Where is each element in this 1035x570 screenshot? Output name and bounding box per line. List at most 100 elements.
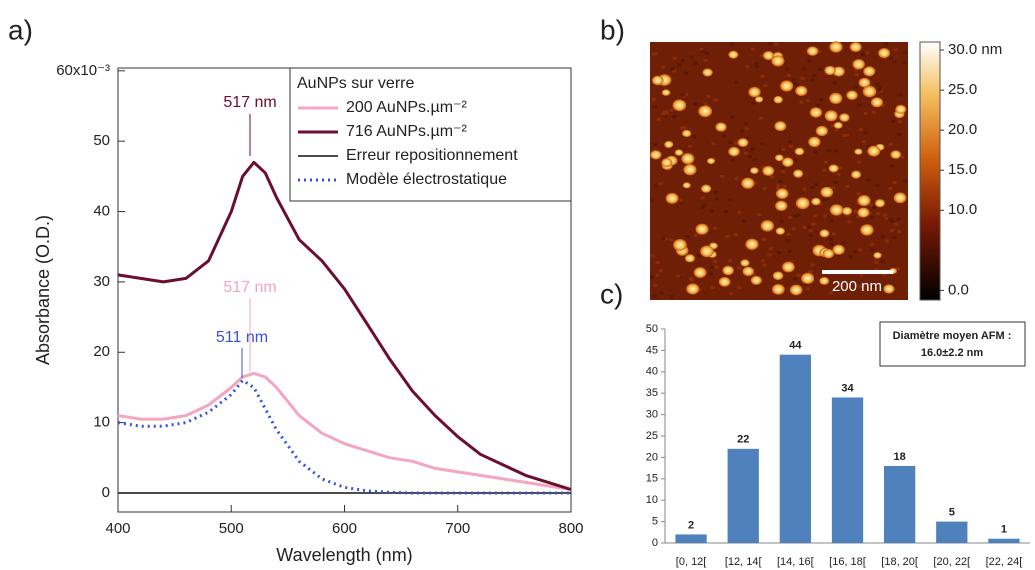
afm-noise bbox=[687, 144, 692, 148]
afm-noise bbox=[714, 197, 719, 201]
afm-noise bbox=[676, 274, 681, 278]
afm-noise bbox=[899, 93, 904, 97]
nanoparticle bbox=[867, 145, 881, 157]
x-tick-label: 700 bbox=[445, 520, 470, 537]
afm-noise bbox=[757, 213, 762, 217]
afm-noise bbox=[802, 187, 807, 191]
y-tick-label: 35 bbox=[646, 387, 658, 399]
value-label: 34 bbox=[841, 382, 854, 394]
afm-noise bbox=[831, 186, 836, 190]
bar bbox=[831, 397, 864, 543]
afm-noise bbox=[671, 69, 676, 73]
afm-noise bbox=[729, 292, 734, 296]
afm-noise bbox=[870, 242, 875, 246]
nanoparticle bbox=[820, 186, 834, 198]
afm-noise bbox=[653, 142, 658, 146]
nanoparticle bbox=[745, 238, 759, 250]
afm-noise bbox=[848, 255, 853, 259]
afm-noise bbox=[866, 145, 871, 149]
afm-noise bbox=[786, 232, 791, 236]
x-tick-label: [12, 14[ bbox=[725, 556, 762, 568]
afm-noise bbox=[878, 85, 883, 89]
afm-noise bbox=[871, 110, 876, 114]
afm-noise bbox=[853, 250, 858, 254]
x-tick-label: [14, 16[ bbox=[777, 556, 814, 568]
afm-noise bbox=[791, 227, 796, 231]
afm-noise bbox=[730, 158, 735, 162]
afm-noise bbox=[760, 142, 765, 146]
afm-noise bbox=[709, 209, 714, 213]
bar bbox=[779, 354, 811, 543]
scale-bar-label: 200 nm bbox=[832, 278, 882, 295]
nanoparticle bbox=[822, 248, 835, 259]
nanoparticle bbox=[661, 89, 671, 96]
afm-noise bbox=[895, 267, 900, 271]
afm-noise bbox=[728, 141, 733, 145]
afm-noise bbox=[796, 213, 801, 217]
afm-noise bbox=[685, 235, 690, 239]
afm-noise bbox=[874, 260, 879, 264]
afm-noise bbox=[786, 73, 791, 77]
x-tick-label: 500 bbox=[219, 520, 244, 537]
afm-noise bbox=[833, 180, 838, 184]
afm-noise bbox=[652, 283, 657, 287]
afm-noise bbox=[816, 49, 821, 53]
afm-noise bbox=[892, 236, 897, 240]
nanoparticle bbox=[774, 121, 787, 132]
y-axis-title: Absorbance (O.D.) bbox=[33, 215, 53, 365]
afm-noise bbox=[733, 233, 738, 237]
nanoparticle bbox=[795, 197, 810, 210]
afm-noise bbox=[888, 187, 893, 191]
afm-noise bbox=[867, 211, 872, 215]
nanoparticle bbox=[722, 265, 734, 276]
afm-noise bbox=[902, 61, 907, 65]
y-tick-label: 50 bbox=[646, 323, 658, 335]
afm-noise bbox=[829, 242, 834, 246]
nanoparticle bbox=[749, 167, 759, 174]
y-tick-label: 25 bbox=[646, 430, 658, 442]
afm-noise bbox=[650, 198, 655, 202]
afm-noise bbox=[821, 198, 826, 202]
afm-noise bbox=[767, 253, 772, 257]
y-tick-label: 30 bbox=[646, 409, 658, 421]
colorbar-tick-label: 30.0 nm bbox=[948, 41, 1002, 58]
afm-noise bbox=[813, 150, 818, 154]
nanoparticle bbox=[772, 271, 784, 281]
afm-noise bbox=[745, 136, 750, 140]
afm-noise bbox=[713, 226, 718, 230]
afm-noise bbox=[763, 84, 768, 88]
value-label: 22 bbox=[737, 434, 749, 446]
nanoparticle bbox=[771, 55, 785, 67]
x-tick-label: [22, 24[ bbox=[986, 556, 1023, 568]
nanoparticle bbox=[794, 147, 805, 156]
nanoparticle bbox=[665, 192, 679, 204]
y-tick-label: 5 bbox=[652, 516, 658, 528]
afm-noise bbox=[897, 132, 902, 136]
afm-noise bbox=[890, 229, 895, 233]
afm-noise bbox=[703, 58, 708, 62]
afm-noise bbox=[720, 174, 725, 178]
colorbar-tick-label: 0.0 bbox=[948, 281, 969, 298]
annotation-box bbox=[879, 321, 1026, 367]
afm-noise bbox=[891, 119, 896, 123]
afm-noise bbox=[737, 285, 742, 289]
nanoparticle bbox=[809, 107, 823, 118]
nanoparticle bbox=[771, 283, 785, 295]
afm-noise bbox=[684, 71, 689, 75]
afm-noise bbox=[818, 202, 823, 206]
afm-noise bbox=[768, 42, 773, 46]
afm-noise bbox=[893, 48, 898, 52]
series-line bbox=[117, 371, 572, 491]
nanoparticle bbox=[829, 204, 844, 216]
nanoparticle bbox=[801, 272, 815, 285]
afm-noise bbox=[672, 115, 677, 119]
afm-noise bbox=[680, 126, 685, 130]
afm-noise bbox=[653, 52, 658, 56]
afm-noise bbox=[802, 225, 807, 229]
nanoparticle bbox=[833, 121, 843, 129]
nanoparticle bbox=[878, 47, 891, 59]
y-tick-label: 45 bbox=[646, 344, 658, 356]
afm-noise bbox=[845, 184, 850, 188]
x-axis-title: Wavelength (nm) bbox=[276, 545, 412, 565]
nanoparticle bbox=[775, 188, 789, 199]
